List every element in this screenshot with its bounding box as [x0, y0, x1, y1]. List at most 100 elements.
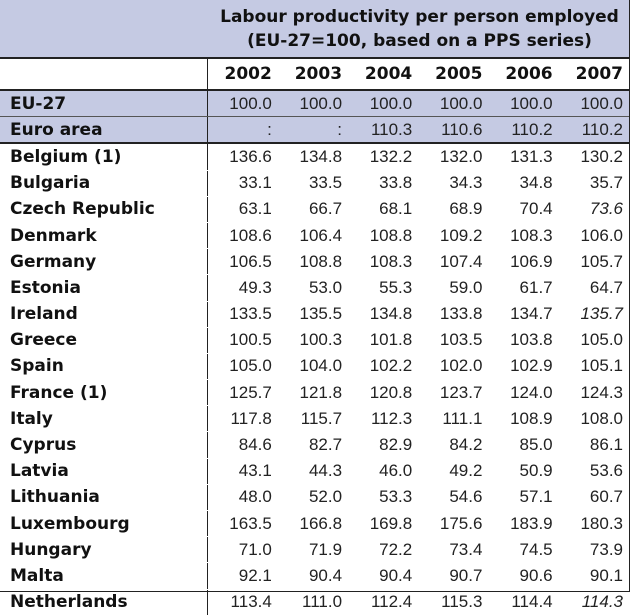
value-cell: 136.6: [207, 143, 278, 171]
value-cell: 100.0: [488, 90, 559, 118]
value-cell: 169.8: [348, 510, 419, 538]
value-cell: 33.1: [207, 170, 278, 197]
value-cell: 103.8: [488, 327, 559, 354]
value-cell: 131.3: [488, 143, 559, 171]
value-cell: 33.5: [277, 170, 349, 197]
value-cell: 101.8: [348, 327, 419, 354]
value-cell: 90.1: [558, 562, 629, 590]
value-cell: 70.4: [488, 196, 559, 223]
table-title-row: Labour productivity per person employed …: [0, 0, 629, 58]
table-row: Germany 106.5 108.8 108.3 107.4 106.9 105.7: [0, 248, 629, 276]
value-cell: 120.8: [348, 379, 419, 407]
value-cell: 72.2: [348, 536, 419, 564]
value-cell: 108.8: [277, 248, 349, 276]
value-cell: 90.6: [488, 562, 559, 590]
value-cell: 84.2: [418, 431, 489, 459]
value-cell: 100.0: [277, 90, 349, 118]
value-cell: 108.9: [488, 405, 559, 433]
value-cell: 102.2: [348, 353, 419, 381]
table-title: Labour productivity per person employed: [220, 6, 619, 27]
value-cell: 71.9: [277, 536, 349, 564]
table-row: Lithuania 48.0 52.0 53.3 54.6 57.1 60.7: [0, 484, 629, 512]
value-cell: 105.1: [558, 353, 629, 381]
value-cell: 132.0: [418, 143, 489, 171]
value-cell: 74.5: [488, 536, 559, 564]
value-cell: 73.6: [558, 196, 629, 223]
table-row: Latvia 43.1 44.3 46.0 49.2 50.9 53.6: [0, 458, 629, 485]
header-corner-cell: [0, 57, 209, 91]
value-cell: 134.8: [277, 143, 349, 171]
country-name: Greece: [0, 327, 209, 354]
table-row: Spain 105.0 104.0 102.2 102.0 102.9 105.1: [0, 353, 629, 381]
value-cell: 63.1: [207, 196, 278, 223]
value-cell: 106.0: [558, 222, 629, 250]
table-row: Greece 100.5 100.3 101.8 103.5 103.8 105.0: [0, 327, 629, 354]
value-cell: 73.9: [558, 536, 629, 564]
value-cell: 84.6: [207, 431, 278, 459]
table-body: EU-27 100.0 100.0 100.0 100.0 100.0 100.0 Euro …: [0, 90, 629, 616]
year-header: 2006: [488, 57, 559, 91]
value-cell: 112.3: [348, 405, 419, 433]
value-cell: 49.2: [418, 458, 489, 485]
table-row: Malta 92.1 90.4 90.4 90.7 90.6 90.1: [0, 562, 629, 590]
value-cell: 123.7: [418, 379, 489, 407]
value-cell: 90.4: [348, 562, 419, 590]
table-row: Czech Republic 63.1 66.7 68.1 68.9 70.4 73.6: [0, 196, 629, 223]
value-cell: :: [277, 116, 349, 145]
value-cell: 71.0: [207, 536, 278, 564]
value-cell: 135.7: [558, 301, 629, 328]
value-cell: 110.6: [418, 116, 489, 145]
value-cell: 34.8: [488, 170, 559, 197]
table-row: Bulgaria 33.1 33.5 33.8 34.3 34.8 35.7: [0, 170, 629, 197]
country-name: Lithuania: [0, 484, 209, 512]
value-cell: 90.4: [277, 562, 349, 590]
country-name: Latvia: [0, 458, 209, 485]
table-row: Euro area::110.3 110.6 110.2 110.2: [0, 116, 629, 145]
table-row: Estonia 49.3 53.0 55.3 59.0 61.7 64.7: [0, 274, 629, 302]
value-cell: 124.3: [558, 379, 629, 407]
value-cell: 133.8: [418, 301, 489, 328]
value-cell: 44.3: [277, 458, 349, 485]
country-name: Malta: [0, 562, 209, 590]
value-cell: 125.7: [207, 379, 278, 407]
value-cell: 132.2: [348, 143, 419, 171]
country-name: EU-27: [0, 90, 209, 118]
year-header: 2003: [277, 57, 349, 91]
value-cell: 110.3: [348, 116, 419, 145]
value-cell: 180.3: [558, 510, 629, 538]
value-cell: 92.1: [207, 562, 278, 590]
value-cell: 183.9: [488, 510, 559, 538]
value-cell: 33.8: [348, 170, 419, 197]
country-name: Estonia: [0, 274, 209, 302]
table-row: Ireland 133.5 135.5 134.8 133.8 134.7 135.7: [0, 301, 629, 328]
value-cell: 100.0: [348, 90, 419, 118]
year-header: 2002: [207, 57, 278, 91]
value-cell: 108.3: [488, 222, 559, 250]
table-row: Italy 117.8 115.7 112.3 111.1 108.9 108.0: [0, 405, 629, 433]
value-cell: 52.0: [277, 484, 349, 512]
country-name: Denmark: [0, 222, 209, 250]
value-cell: 73.4: [418, 536, 489, 564]
value-cell: 35.7: [558, 170, 629, 197]
value-cell: 61.7: [488, 274, 559, 302]
country-name: Ireland: [0, 301, 209, 328]
country-name: Luxembourg: [0, 510, 209, 538]
country-name: France (1): [0, 379, 209, 407]
table-row: France (1) 125.7 121.8 120.8 123.7 124.0 124.3: [0, 379, 629, 407]
value-cell: 108.3: [348, 248, 419, 276]
value-cell: 90.7: [418, 562, 489, 590]
value-cell: 57.1: [488, 484, 559, 512]
value-cell: 53.0: [277, 274, 349, 302]
value-cell: 133.5: [207, 301, 278, 328]
value-cell: 108.8: [348, 222, 419, 250]
table-row: Belgium (1) 136.6 134.8 132.2 132.0 131.3 130.…: [0, 143, 629, 171]
country-name: Spain: [0, 353, 209, 381]
value-cell: 100.0: [418, 90, 489, 118]
value-cell: 82.7: [277, 431, 349, 459]
value-cell: 105.0: [207, 353, 278, 381]
value-cell: 111.1: [418, 405, 489, 433]
table-title-cell: Labour productivity per person employed …: [0, 0, 629, 58]
value-cell: 54.6: [418, 484, 489, 512]
value-cell: 53.3: [348, 484, 419, 512]
